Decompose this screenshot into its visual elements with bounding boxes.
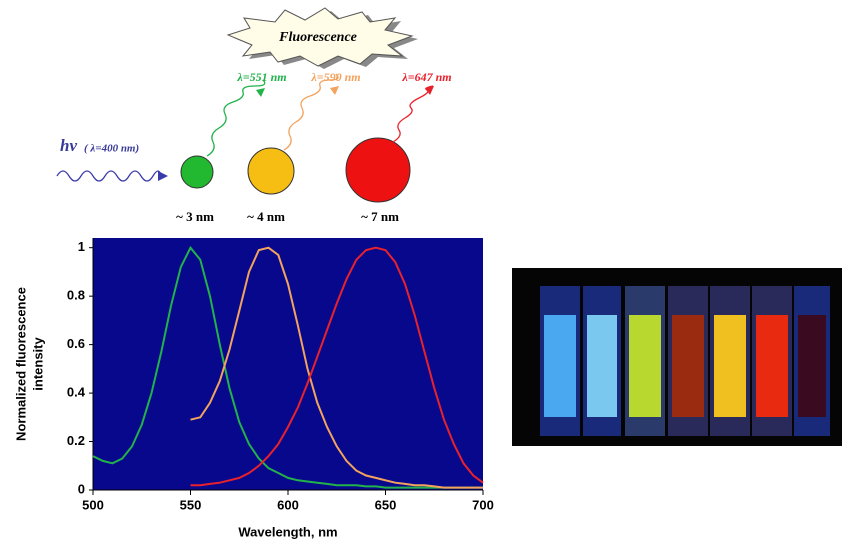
figure: Fluorescence λ=551 nm λ=590 nm λ=647 nm … xyxy=(0,0,847,543)
excitation-wavelength: ( λ=400 nm) xyxy=(84,143,139,155)
y-tick-label: 0.4 xyxy=(67,385,86,400)
cuvette-liquid xyxy=(714,315,746,417)
arrow-head xyxy=(158,171,168,181)
y-axis-label: intensity xyxy=(30,337,45,391)
y-tick-label: 0 xyxy=(78,481,85,496)
excitation-wave xyxy=(57,171,161,181)
arrow-head xyxy=(256,88,265,97)
emission-label: λ=647 nm xyxy=(401,70,451,84)
cuvette-liquid xyxy=(798,315,826,417)
size-label: ~ 7 nm xyxy=(361,209,399,224)
y-axis-label: Normalized fluorescence xyxy=(13,287,28,441)
cuvette-liquid xyxy=(756,315,788,417)
y-tick-label: 0.6 xyxy=(67,336,85,351)
y-tick-label: 0.8 xyxy=(67,288,85,303)
x-tick-label: 550 xyxy=(180,497,202,512)
chart: 0 0.2 0.4 0.6 0.8 1 500 550 600 650 700 Wavelength,… xyxy=(13,238,493,539)
excitation-label: hν xyxy=(60,136,77,155)
emission-label: λ=590 nm xyxy=(310,70,360,84)
cuvette-liquid xyxy=(544,315,576,417)
emission-wave xyxy=(207,80,265,156)
plot-area xyxy=(93,238,483,490)
y-tick-label: 0.2 xyxy=(67,433,85,448)
x-tick-label: 500 xyxy=(82,497,104,512)
arrow-head xyxy=(330,86,339,95)
y-tick-label: 1 xyxy=(78,239,85,254)
dot-large xyxy=(346,138,410,202)
size-label: ~ 3 nm xyxy=(176,209,214,224)
cuvette-liquid xyxy=(672,315,704,417)
cuvette-liquid xyxy=(629,315,661,417)
x-tick-label: 600 xyxy=(277,497,299,512)
cuvette-liquid xyxy=(587,315,617,417)
emission-wave xyxy=(284,74,338,150)
banner-text: Fluorescence xyxy=(278,30,357,45)
dot-small xyxy=(181,156,213,188)
dot-medium xyxy=(248,148,294,194)
emission-wave xyxy=(393,86,433,142)
x-axis-label: Wavelength, nm xyxy=(238,524,337,539)
photo xyxy=(512,268,842,446)
x-tick-label: 650 xyxy=(375,497,397,512)
x-tick-label: 700 xyxy=(472,497,494,512)
emission-label: λ=551 nm xyxy=(236,70,286,84)
size-label: ~ 4 nm xyxy=(247,209,285,224)
